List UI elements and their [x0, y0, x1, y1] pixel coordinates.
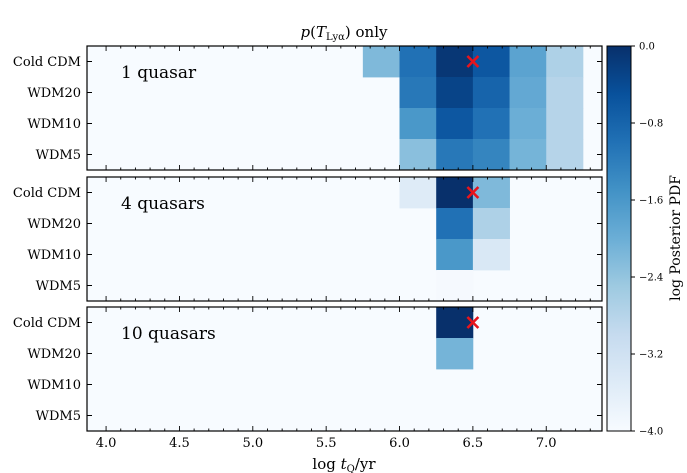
heatmap-cell — [472, 208, 510, 240]
panel-frame — [86, 45, 603, 171]
heatmap-cell — [436, 46, 474, 78]
y-tick-label: WDM10 — [27, 248, 81, 263]
colorbar-tick-label: −4.0 — [639, 427, 663, 438]
heatmap-cell — [399, 177, 437, 209]
y-tick-label: WDM20 — [27, 347, 81, 362]
x-tick-label: 5.0 — [242, 436, 263, 451]
y-tick-label: WDM20 — [27, 86, 81, 101]
colorbar-tick-label: −1.6 — [639, 196, 663, 207]
heatmap-cell — [399, 139, 437, 171]
colorbar-tick-label: 0.0 — [639, 42, 655, 53]
x-tick-label: 4.0 — [96, 436, 117, 451]
heatmap-cell — [546, 77, 584, 109]
heatmap-cell — [436, 139, 474, 171]
y-tick-label: Cold CDM — [13, 186, 81, 201]
y-tick-label: Cold CDM — [13, 316, 81, 331]
heatmap-cell — [509, 46, 547, 78]
heatmap-cell — [509, 139, 547, 171]
heatmap-cell — [472, 108, 510, 140]
colorbar-tick-label: −3.2 — [639, 350, 663, 361]
x-axis-label: log tQ/yr — [312, 455, 376, 473]
panel-3: Cold CDM WDM20 WDM10 WDM5 10 quasars — [13, 306, 603, 432]
heatmap-cell — [399, 108, 437, 140]
true-value-marker — [466, 55, 480, 68]
chart-title: p(TLyα) only — [301, 23, 388, 43]
heatmap-cell — [546, 46, 584, 78]
heatmap-cell — [472, 139, 510, 171]
colorbar-tick-label: −2.4 — [639, 273, 663, 284]
heatmap-cell — [472, 46, 510, 78]
heatmap-cell — [362, 46, 400, 78]
heatmap-cell — [546, 108, 584, 140]
panel-frame — [86, 176, 603, 302]
panel-label: 10 quasars — [121, 324, 216, 344]
x-tick-label: 6.5 — [463, 436, 484, 451]
heatmap-cell — [399, 46, 437, 78]
heatmap-cell — [436, 208, 474, 240]
y-tick-label: WDM10 — [27, 378, 81, 393]
heatmap-cell — [509, 77, 547, 109]
panel-2: Cold CDM WDM20 WDM10 WDM5 4 quasars — [13, 176, 603, 302]
heatmap-cell — [436, 77, 474, 109]
panel-label: 1 quasar — [121, 63, 197, 83]
x-tick-label: 5.5 — [316, 436, 337, 451]
panel-background — [87, 177, 602, 301]
colorbar-ticks: 0.0 −0.8 −1.6 −2.4 −3.2 −4.0 — [631, 42, 663, 438]
heatmap-cell — [436, 177, 474, 209]
heatmap-cell — [436, 108, 474, 140]
colorbar-label: log Posterior PDF — [668, 175, 684, 301]
panel-frame — [86, 306, 603, 432]
x-tick-label: 6.0 — [389, 436, 410, 451]
heatmap-cell — [436, 307, 474, 339]
heatmap-cell — [436, 270, 474, 302]
true-value-marker — [466, 316, 480, 329]
panel-label: 4 quasars — [121, 194, 205, 214]
heatmap-cell — [472, 77, 510, 109]
y-tick-label: WDM5 — [36, 148, 81, 163]
y-tick-label: WDM5 — [36, 409, 81, 424]
y-tick-label: Cold CDM — [13, 55, 81, 70]
y-tick-label: WDM10 — [27, 117, 81, 132]
heatmap-cell — [509, 108, 547, 140]
x-tick-label: 4.5 — [169, 436, 190, 451]
heatmap-cell — [472, 239, 510, 271]
heatmap-cell — [472, 177, 510, 209]
colorbar-tick-label: −0.8 — [639, 119, 663, 130]
colorbar-gradient — [606, 45, 632, 432]
y-tick-label: WDM5 — [36, 279, 81, 294]
true-value-marker — [466, 186, 480, 199]
heatmap-cell — [546, 139, 584, 171]
heatmap-cell — [436, 239, 474, 271]
panel-1: Cold CDM WDM20 WDM10 WDM5 1 quasar — [13, 45, 603, 171]
y-tick-label: WDM20 — [27, 217, 81, 232]
heatmap-cell — [399, 77, 437, 109]
panels-group: Cold CDM WDM20 WDM10 WDM5 1 quasar Cold CDM WD… — [13, 45, 603, 432]
heatmap-cell — [436, 338, 474, 370]
panel-background — [87, 307, 602, 431]
x-axis: 4.0 4.5 5.0 5.5 6.0 6.5 7.0 — [96, 436, 557, 451]
x-tick-label: 7.0 — [536, 436, 557, 451]
colorbar: 0.0 −0.8 −1.6 −2.4 −3.2 −4.0 log Posterior PD… — [606, 42, 684, 438]
